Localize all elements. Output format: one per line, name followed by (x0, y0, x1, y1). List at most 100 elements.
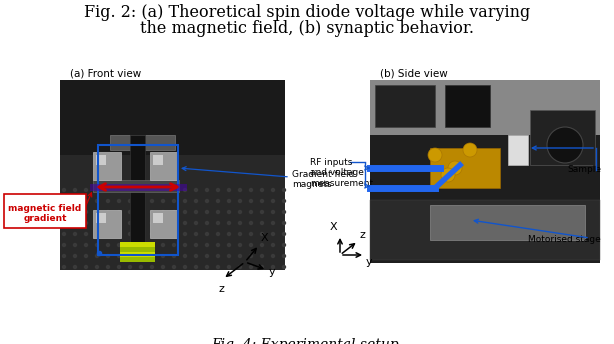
Circle shape (206, 211, 209, 214)
Circle shape (271, 211, 274, 214)
Circle shape (184, 222, 187, 225)
Circle shape (184, 200, 187, 203)
Bar (93, 152, 121, 180)
Text: (a) Front view: (a) Front view (70, 68, 141, 78)
Circle shape (150, 189, 154, 192)
Circle shape (139, 200, 142, 203)
Circle shape (271, 266, 274, 269)
Circle shape (117, 222, 120, 225)
Circle shape (217, 244, 219, 247)
Circle shape (96, 244, 98, 247)
Circle shape (249, 233, 252, 236)
Circle shape (63, 266, 66, 269)
Circle shape (260, 266, 263, 269)
Circle shape (161, 222, 165, 225)
Circle shape (150, 233, 154, 236)
Circle shape (74, 189, 77, 192)
Circle shape (150, 222, 154, 225)
Circle shape (249, 222, 252, 225)
Circle shape (184, 233, 187, 236)
Text: RF inputs
and voltage
measurement: RF inputs and voltage measurement (310, 158, 373, 188)
Bar (120, 247, 155, 252)
Circle shape (282, 211, 286, 214)
Circle shape (547, 127, 583, 163)
Circle shape (260, 222, 263, 225)
Circle shape (85, 222, 88, 225)
Circle shape (271, 200, 274, 203)
Circle shape (96, 200, 98, 203)
Circle shape (173, 244, 176, 247)
Circle shape (228, 189, 230, 192)
Circle shape (238, 233, 241, 236)
Circle shape (128, 244, 131, 247)
Bar (93, 210, 121, 238)
Circle shape (217, 233, 219, 236)
Circle shape (150, 255, 154, 258)
Circle shape (128, 200, 131, 203)
Circle shape (139, 189, 142, 192)
Circle shape (228, 233, 230, 236)
Circle shape (128, 266, 131, 269)
Circle shape (217, 222, 219, 225)
Circle shape (96, 266, 98, 269)
Circle shape (206, 189, 209, 192)
Circle shape (249, 211, 252, 214)
Circle shape (260, 244, 263, 247)
Circle shape (96, 255, 98, 258)
Circle shape (260, 255, 263, 258)
Text: magnetic field: magnetic field (9, 204, 82, 213)
Circle shape (74, 222, 77, 225)
Circle shape (139, 266, 142, 269)
Circle shape (195, 189, 198, 192)
Text: gradient: gradient (23, 214, 67, 223)
Circle shape (128, 255, 131, 258)
Circle shape (195, 255, 198, 258)
Circle shape (195, 244, 198, 247)
Circle shape (161, 244, 165, 247)
Circle shape (128, 189, 131, 192)
Bar (375, 85, 435, 127)
Circle shape (260, 233, 263, 236)
Bar (430, 205, 585, 240)
Circle shape (206, 222, 209, 225)
Text: Fig. 2: (a) Theoretical spin diode voltage while varying: Fig. 2: (a) Theoretical spin diode volta… (84, 4, 530, 21)
Text: Sample: Sample (567, 165, 601, 174)
Bar (370, 80, 600, 135)
Bar (153, 213, 163, 223)
Circle shape (195, 211, 198, 214)
Circle shape (150, 200, 154, 203)
Circle shape (150, 244, 154, 247)
Circle shape (139, 255, 142, 258)
Circle shape (173, 222, 176, 225)
Circle shape (282, 222, 286, 225)
Circle shape (173, 189, 176, 192)
Circle shape (206, 266, 209, 269)
Bar (370, 200, 600, 260)
Circle shape (96, 222, 98, 225)
Circle shape (139, 211, 142, 214)
Circle shape (228, 200, 230, 203)
Circle shape (173, 233, 176, 236)
Circle shape (217, 200, 219, 203)
Circle shape (238, 255, 241, 258)
Circle shape (228, 266, 230, 269)
Circle shape (85, 266, 88, 269)
Circle shape (85, 255, 88, 258)
Bar (150, 152, 178, 180)
Circle shape (217, 189, 219, 192)
Circle shape (195, 200, 198, 203)
Circle shape (161, 200, 165, 203)
Bar (430, 148, 500, 188)
Circle shape (63, 244, 66, 247)
Circle shape (117, 200, 120, 203)
Circle shape (228, 222, 230, 225)
Bar (120, 242, 155, 247)
Text: X: X (329, 222, 337, 232)
Bar (96, 155, 106, 165)
Circle shape (63, 211, 66, 214)
Circle shape (106, 233, 109, 236)
Circle shape (238, 222, 241, 225)
Circle shape (228, 255, 230, 258)
Circle shape (441, 168, 455, 182)
Circle shape (117, 255, 120, 258)
